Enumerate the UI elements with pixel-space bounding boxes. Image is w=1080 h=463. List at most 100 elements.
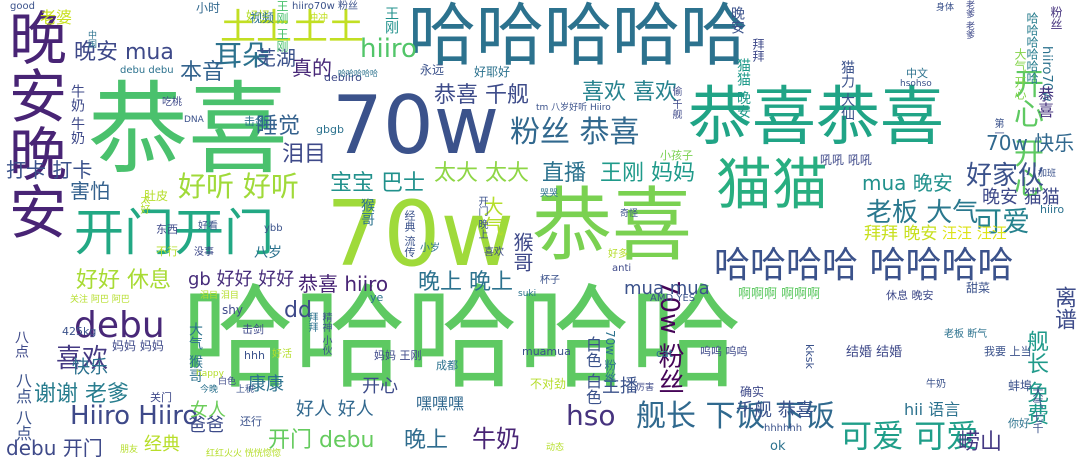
- cloud-word: 视频: [250, 11, 275, 25]
- cloud-word: 休息 晚安: [886, 289, 934, 302]
- cloud-word: 哈哈哈哈哈: [182, 274, 742, 404]
- cloud-word: 哈哈哈哈哈: [338, 69, 378, 78]
- cloud-word: 好看: [198, 221, 218, 232]
- cloud-word: 击剑: [244, 115, 266, 128]
- cloud-word: 谢谢 老爹: [34, 382, 129, 407]
- cloud-word: 击剑: [242, 323, 264, 336]
- cloud-word: debiiro: [324, 71, 362, 84]
- cloud-word: 关注 阿巴 阿巴: [70, 295, 130, 305]
- cloud-word: 牛奶: [926, 379, 946, 390]
- cloud-word: 小孩子: [660, 149, 693, 162]
- cloud-word: 大气 七千: [1031, 386, 1044, 434]
- cloud-word: ye: [370, 291, 384, 304]
- cloud-word: hiiro70w 粉丝: [292, 1, 358, 12]
- cloud-word: 喜欢 喜欢: [582, 80, 677, 105]
- cloud-word: 吼吼 吼吼: [820, 153, 872, 167]
- cloud-word: 好多: [608, 249, 628, 260]
- cloud-word: 王刚 妈妈: [600, 161, 695, 186]
- cloud-word: hhh: [244, 349, 265, 362]
- cloud-word: hhhhhh: [764, 423, 803, 434]
- cloud-word: 晚安 猫猫: [982, 187, 1060, 208]
- cloud-word: 老爹 老爹: [964, 0, 974, 39]
- cloud-word: hii 语言: [904, 400, 961, 419]
- cloud-word: 恭喜: [88, 71, 288, 188]
- cloud-word: 70w 粉丝: [654, 280, 684, 395]
- cloud-word: 大气: [480, 196, 504, 236]
- cloud-word: 打卡 打卡: [6, 158, 93, 182]
- cloud-word: 离谱: [1051, 286, 1076, 330]
- cloud-word: 不行: [156, 245, 178, 258]
- cloud-word: 本音: [180, 60, 225, 85]
- cloud-word: 好好 休息: [76, 268, 171, 293]
- cloud-word: 开门 debu: [268, 428, 375, 453]
- cloud-word: hso: [566, 399, 616, 432]
- cloud-word: 70w: [332, 79, 500, 172]
- cloud-word: 老板 大气: [866, 198, 979, 228]
- cloud-word: 经典: [144, 434, 180, 455]
- cloud-word: 中国: [86, 30, 96, 48]
- cloud-word: 朋友: [120, 445, 139, 455]
- cloud-word: mua mua: [624, 278, 710, 299]
- cloud-word: dd: [284, 298, 312, 323]
- cloud-word: 小时: [196, 1, 221, 15]
- cloud-word: 还行: [240, 415, 262, 428]
- cloud-word: 吃桃: [162, 97, 182, 108]
- cloud-word: 女人: [190, 400, 226, 421]
- cloud-word: 耳朵: [214, 39, 271, 72]
- cloud-word: 喜欢: [484, 247, 504, 258]
- cloud-word: 八点 八点: [13, 372, 32, 442]
- cloud-word: 猫猫 晚安: [735, 58, 751, 119]
- cloud-word: muamua: [522, 345, 571, 358]
- cloud-word: happy: [196, 369, 224, 379]
- cloud-word: 奇怪: [620, 209, 639, 219]
- cloud-word: 粉丝 恭喜: [510, 115, 640, 150]
- cloud-word: 关门: [150, 391, 172, 404]
- cloud-word: 崂山: [958, 430, 1003, 455]
- cloud-word: 好怪: [246, 9, 271, 23]
- cloud-word: 晚上 晚上: [418, 270, 513, 295]
- cloud-word: 猫猫: [716, 153, 828, 218]
- cloud-word: 开门开门: [74, 204, 274, 262]
- cloud-word: 上税: [236, 385, 255, 395]
- cloud-word: 开门 晚上: [476, 196, 487, 240]
- cloud-word: 芜湖: [256, 46, 296, 70]
- cloud-word: 白色 白色: [583, 336, 602, 406]
- cloud-word: 呜呜 呜呜: [700, 345, 748, 358]
- cloud-word: 土土土土: [220, 7, 365, 48]
- cloud-word: 晚安晚安: [0, 8, 67, 240]
- cloud-word: 425kg: [62, 325, 97, 338]
- cloud-word: 爸爸: [188, 415, 224, 436]
- cloud-word: 结婚 结婚: [846, 345, 903, 360]
- cloud-word: 经典 流传: [403, 210, 416, 258]
- cloud-word: debu 开门: [6, 436, 103, 460]
- cloud-word: hiiro: [1040, 203, 1065, 216]
- cloud-word: 猴哥: [359, 198, 375, 226]
- cloud-word: 晚安: [729, 6, 745, 34]
- cloud-word: 蚌埠: [1008, 379, 1033, 393]
- cloud-word: 猫力 大仙: [839, 60, 855, 121]
- cloud-word: 杯子: [540, 275, 560, 286]
- cloud-word: 舰长 免费: [1023, 330, 1048, 425]
- cloud-word: 啊啊啊 啊啊啊: [738, 287, 821, 302]
- cloud-word: 快乐: [72, 357, 108, 378]
- cloud-word: 好活: [272, 349, 292, 360]
- cloud-word: 身体: [936, 3, 955, 13]
- cloud-word: 哭哭: [540, 189, 559, 199]
- cloud-word: 肚皮: [144, 189, 169, 203]
- cloud-word: 千舰 恭喜: [736, 400, 814, 421]
- cloud-word: 牛奶: [472, 425, 520, 453]
- cloud-word: 老婆: [40, 8, 73, 27]
- cloud-word: 我要 上当: [984, 345, 1032, 358]
- cloud-word: 可爱 可爱: [840, 417, 979, 455]
- cloud-word: anti: [612, 263, 632, 274]
- cloud-word: 泪目 泪目: [200, 291, 239, 301]
- cloud-word: gb 好好 好好: [188, 269, 295, 290]
- cloud-word: 70w 快乐: [986, 131, 1075, 155]
- cloud-word: 泪目: [282, 142, 327, 167]
- cloud-word: 哈哈哈哈哈哈: [1025, 12, 1039, 84]
- cloud-word: 厉害: [636, 383, 655, 393]
- cloud-word: cat: [656, 347, 674, 360]
- cloud-word: 舰长 下饭 下饭: [636, 399, 836, 434]
- cloud-word: 恭喜: [532, 179, 692, 272]
